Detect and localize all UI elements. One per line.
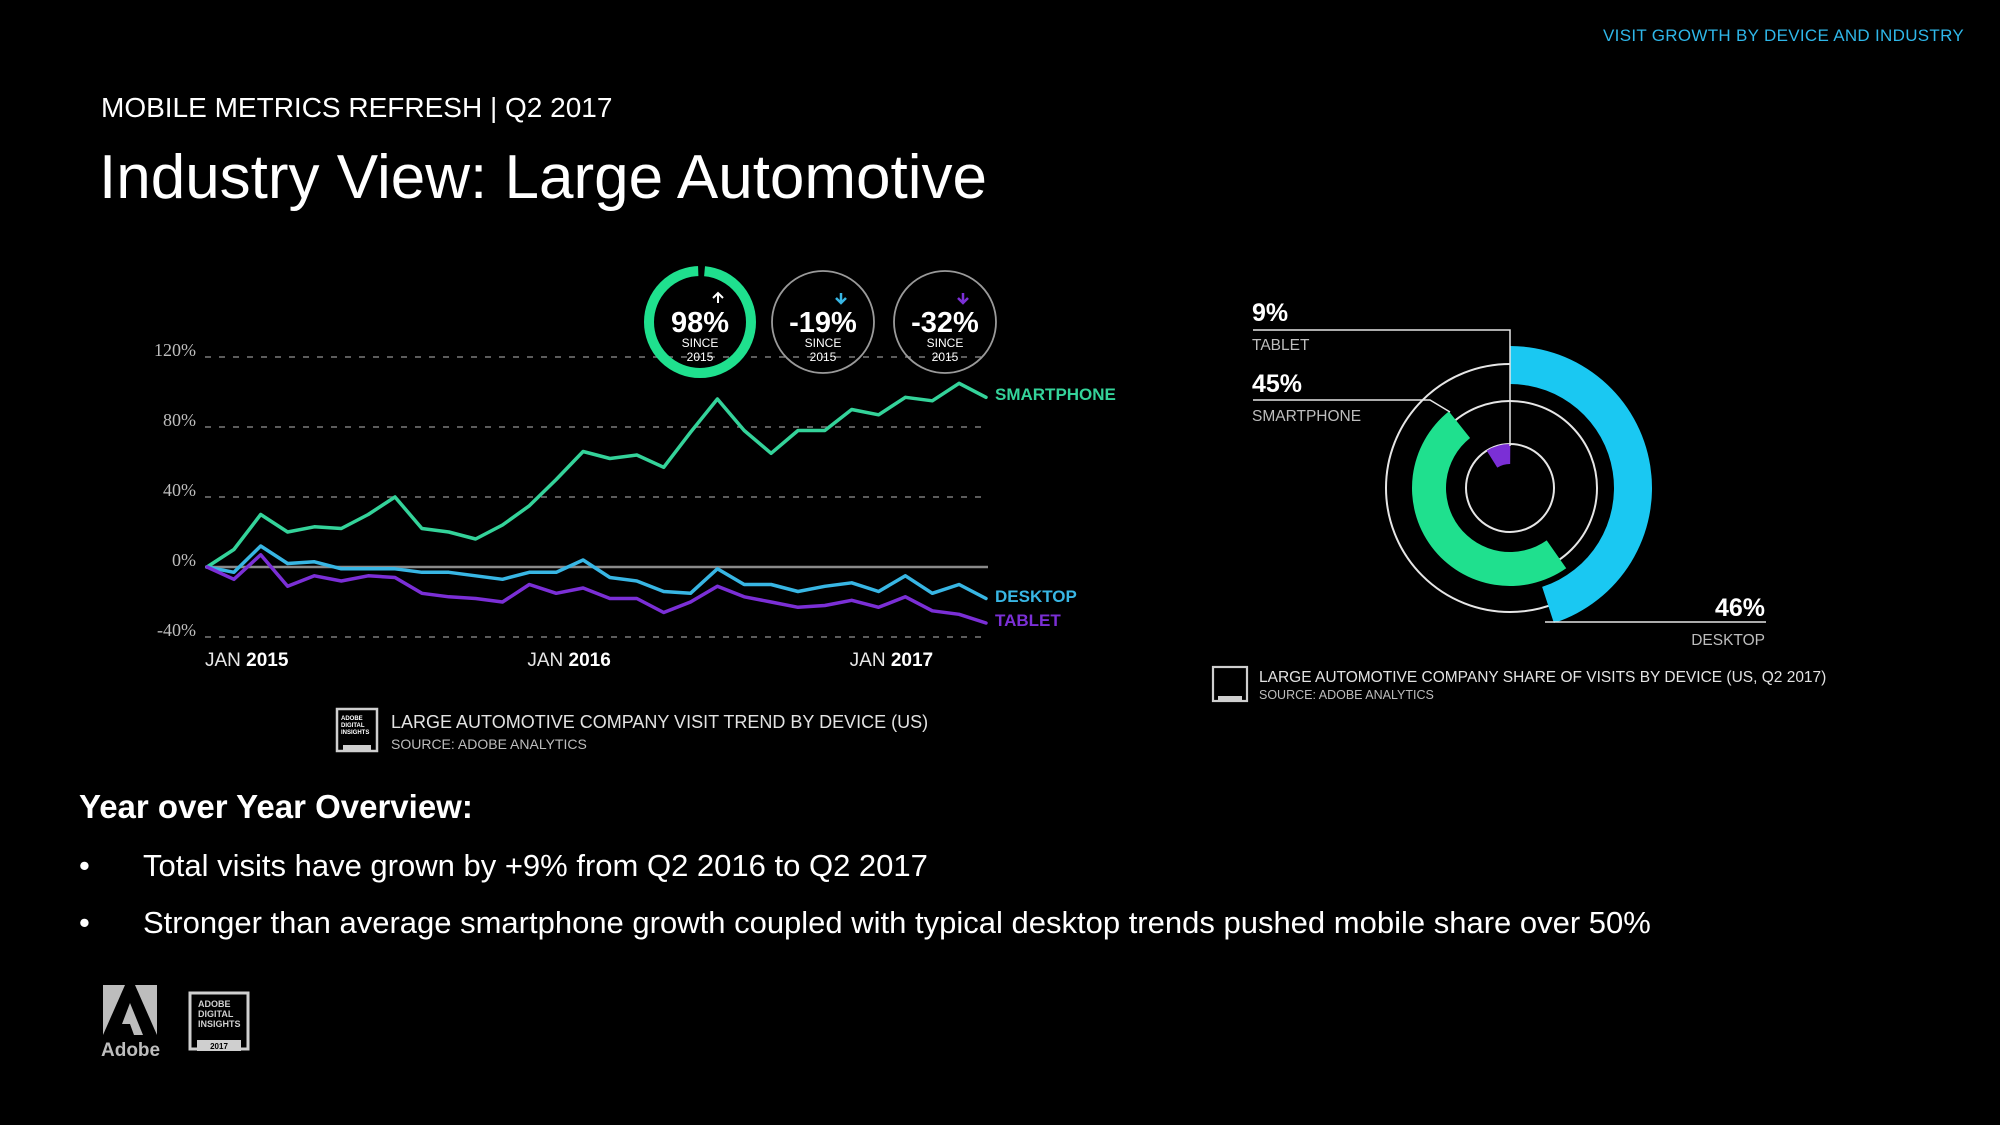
callout-value: 98% (671, 307, 729, 339)
series-label-desktop: DESKTOP (995, 587, 1077, 606)
callout-note-line2: 2015 (687, 350, 714, 364)
series-line-tablet (205, 553, 988, 625)
donut-chart: 9% TABLET 45% SMARTPHONE 46% DESKTOP LAR… (1211, 299, 1826, 703)
y-tick-label: -40% (157, 620, 196, 640)
badge-line3: INSIGHTS (341, 730, 369, 736)
logo-badge-year: 2017 (210, 1042, 228, 1051)
y-tick-label: 120% (154, 340, 196, 360)
adobe-digital-insights-logo: ADOBE DIGITAL INSIGHTS 2017 (188, 991, 250, 1051)
desktop-pct: 46% (1715, 594, 1765, 622)
header-tag: VISIT GROWTH BY DEVICE AND INDUSTRY (1603, 26, 1964, 45)
callout-note-line1: SINCE (682, 336, 719, 350)
adobe-logo-text: Adobe (101, 1040, 161, 1061)
arrow-up-icon (712, 291, 724, 303)
line-chart-x-ticks: JAN 2015 JAN 2016 JAN 2017 (205, 650, 933, 671)
smartphone-label: SMARTPHONE (1252, 408, 1361, 425)
donut-slice-smartphone (1411, 411, 1567, 587)
callout-note-line2: 2015 (932, 350, 959, 364)
donut-chart-title: LARGE AUTOMOTIVE COMPANY SHARE OF VISITS… (1259, 669, 1826, 686)
page-subtitle: MOBILE METRICS REFRESH | Q2 2017 (101, 92, 613, 123)
donut-label-tablet: 9% TABLET (1252, 299, 1511, 446)
callout-value: -19% (789, 307, 857, 339)
line-chart-title: LARGE AUTOMOTIVE COMPANY VISIT TREND BY … (391, 712, 928, 732)
donut-chart-source: SOURCE: ADOBE ANALYTICS (1259, 688, 1434, 702)
adobe-logo-icon (103, 985, 157, 1035)
bullet-dot: • (79, 848, 90, 883)
series-line-smartphone (205, 381, 988, 569)
donut-label-desktop: 46% DESKTOP (1545, 594, 1766, 649)
line-chart: 120%80%40%0%-40% JAN 2015 JAN 2016 JAN 201… (154, 265, 1116, 753)
donut-arcs (1411, 346, 1652, 624)
logo-badge-line1: ADOBE (198, 999, 231, 1009)
smartphone-pct: 45% (1252, 370, 1302, 398)
adi-badge-icon: ADOBE DIGITAL INSIGHTS (335, 707, 379, 753)
callout-note-line1: SINCE (805, 336, 842, 350)
donut-slice-desktop (1510, 346, 1652, 624)
y-tick-label: 80% (163, 410, 196, 430)
x-tick-label: JAN 2015 (205, 650, 289, 671)
tablet-label: TABLET (1252, 337, 1310, 354)
badge-line1: ADOBE (341, 716, 363, 722)
bullet-text: Total visits have grown by +9% from Q2 2… (143, 848, 928, 883)
logo-badge-line3: INSIGHTS (198, 1019, 241, 1029)
y-tick-label: 40% (163, 480, 196, 500)
donut-label-smartphone: 45% SMARTPHONE (1252, 370, 1451, 425)
series-line-desktop (205, 544, 988, 601)
overview-bullet: • Total visits have grown by +9% from Q2… (79, 848, 928, 884)
callout-note-line2: 2015 (810, 350, 837, 364)
series-label-tablet: TABLET (995, 611, 1061, 630)
tablet-pct: 9% (1252, 299, 1288, 327)
callout-note-line1: SINCE (927, 336, 964, 350)
line-chart-caption: ADOBE DIGITAL INSIGHTS LARGE AUTOMOTIVE … (335, 707, 928, 753)
x-tick-label: JAN 2017 (850, 650, 933, 671)
bullet-dot: • (79, 905, 90, 940)
donut-chart-caption: LARGE AUTOMOTIVE COMPANY SHARE OF VISITS… (1211, 665, 1826, 703)
series-label-smartphone: SMARTPHONE (995, 385, 1116, 404)
line-chart-source: SOURCE: ADOBE ANALYTICS (391, 736, 587, 752)
logo-badge-line2: DIGITAL (198, 1009, 234, 1019)
desktop-label: DESKTOP (1691, 632, 1765, 649)
callout-ring (771, 270, 875, 374)
y-tick-label: 0% (172, 550, 196, 570)
callout-value: -32% (911, 307, 979, 339)
line-chart-y-ticks: 120% 80% 40% 0% -40% (154, 340, 196, 640)
arrow-down-icon (957, 293, 969, 305)
callout-ring-gap (643, 265, 757, 379)
line-chart-series (205, 381, 988, 625)
callout-ring (893, 270, 997, 374)
page-title: Industry View: Large Automotive (99, 143, 988, 212)
badge-line2: DIGITAL (341, 723, 365, 729)
bullet-text: Stronger than average smartphone growth … (143, 905, 1651, 940)
overview-heading: Year over Year Overview: (79, 788, 473, 825)
x-tick-label: JAN 2016 (527, 650, 610, 671)
line-chart-series-labels: SMARTPHONE DESKTOP TABLET (995, 385, 1116, 630)
adi-badge-icon-small (1211, 665, 1249, 703)
overview-bullet: • Stronger than average smartphone growt… (79, 905, 1651, 941)
donut-slice-tablet (1486, 444, 1511, 468)
arrow-down-icon (835, 293, 847, 305)
